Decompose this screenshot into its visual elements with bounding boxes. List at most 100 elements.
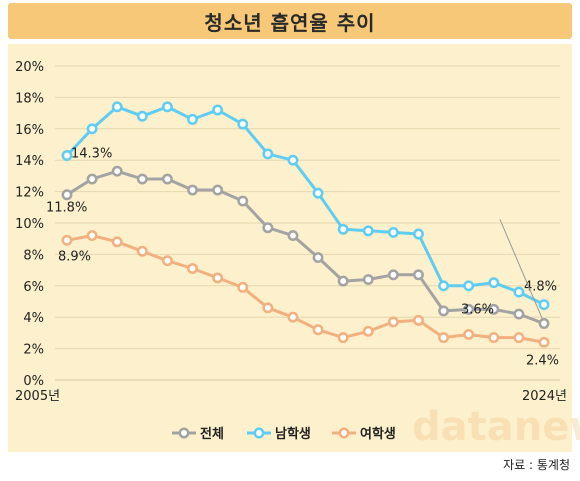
data-point: [513, 286, 525, 298]
data-point: [86, 173, 98, 185]
data-point: [538, 318, 550, 329]
chart-title: 청소년 흡연율 추이: [8, 3, 572, 39]
data-point: [463, 303, 475, 315]
data-point: [312, 187, 324, 199]
data-point: [111, 236, 123, 248]
data-point: [237, 281, 249, 293]
data-point: [212, 104, 224, 116]
y-tick-label: 12%: [15, 186, 44, 201]
data-point: [337, 223, 349, 235]
series-group: [61, 101, 550, 348]
legend-label: 남학생: [275, 426, 311, 442]
legend-marker: [253, 427, 265, 439]
data-point: [86, 123, 98, 135]
data-label: 3.6%: [461, 302, 494, 317]
data-point: [187, 263, 198, 274]
y-axis-ticks: 0% 2% 4% 6% 8% 10% 12% 14% 16% 18% 20%: [15, 60, 44, 389]
legend-item: 남학생: [247, 426, 311, 442]
data-point: [61, 189, 73, 201]
y-tick-label: 4%: [23, 311, 44, 326]
source-note: 자료 : 통계청: [503, 458, 570, 472]
data-point: [538, 336, 550, 348]
label-leader-line: [499, 219, 544, 321]
data-point: [212, 184, 224, 196]
data-label: 4.8%: [524, 280, 557, 295]
legend: 전체 남학생 여학생: [172, 426, 396, 442]
data-point: [438, 280, 450, 292]
data-label: 8.9%: [58, 249, 91, 264]
data-point: [488, 332, 500, 344]
data-point: [262, 302, 274, 314]
data-point: [287, 230, 299, 242]
data-point: [413, 228, 424, 240]
data-point: [187, 184, 198, 196]
data-labels: 14.3% 11.8% 8.9% 3.6% 4.8% 2.4%: [46, 146, 559, 368]
y-tick-label: 14%: [15, 154, 44, 169]
data-point: [212, 272, 224, 284]
y-tick-label: 16%: [15, 123, 44, 138]
data-point: [111, 165, 123, 177]
data-point: [61, 234, 73, 246]
series-line: [65, 105, 545, 306]
data-point: [387, 226, 399, 238]
x-tick-label-last: 2024년: [522, 389, 567, 404]
data-point: [362, 225, 374, 237]
data-point: [538, 299, 550, 311]
y-tick-label: 2%: [23, 343, 44, 358]
y-tick-label: 8%: [23, 248, 44, 263]
data-point: [161, 173, 173, 185]
data-point: [136, 245, 148, 257]
data-point: [362, 325, 374, 337]
legend-item: 여학생: [332, 426, 396, 442]
legend-label: 여학생: [360, 426, 396, 442]
data-point: [362, 274, 374, 285]
data-label: 11.8%: [46, 201, 87, 216]
data-point: [438, 332, 450, 344]
data-point: [187, 113, 198, 125]
chart-panel: [8, 44, 572, 452]
data-point: [136, 173, 148, 185]
data-point: [312, 252, 324, 263]
data-point: [387, 316, 399, 328]
watermark: datanews: [412, 404, 580, 450]
data-point: [488, 277, 500, 289]
data-point: [337, 275, 349, 287]
watermark-text: datanews: [412, 404, 580, 450]
data-point: [463, 329, 475, 340]
data-point: [287, 154, 299, 166]
data-label: 14.3%: [71, 146, 112, 161]
legend-label: 전체: [200, 426, 224, 442]
data-point: [337, 332, 349, 344]
data-point: [86, 230, 98, 242]
data-label: 2.4%: [526, 353, 559, 368]
y-tick-label: 6%: [23, 280, 44, 295]
y-tick-label: 18%: [15, 91, 44, 106]
y-tick-label: 20%: [15, 60, 44, 75]
data-point: [136, 110, 148, 122]
data-point: [463, 280, 475, 292]
data-point: [161, 101, 173, 113]
data-point: [413, 269, 424, 281]
data-point: [413, 314, 424, 326]
y-tick-label: 0%: [23, 374, 44, 389]
data-point: [111, 101, 123, 113]
y-tick-label: 10%: [15, 217, 44, 232]
data-point: [237, 195, 249, 207]
data-point: [287, 311, 299, 323]
data-point: [312, 324, 324, 336]
data-point: [262, 148, 274, 160]
data-point: [262, 222, 274, 234]
legend-marker: [178, 427, 190, 439]
data-point: [513, 308, 525, 320]
legend-marker: [338, 427, 350, 439]
data-point: [161, 255, 173, 267]
data-point: [438, 305, 450, 317]
legend-item: 전체: [172, 426, 224, 442]
data-point: [61, 150, 73, 161]
x-tick-label-first: 2005년: [15, 389, 60, 404]
data-point: [513, 332, 525, 344]
data-point: [237, 118, 249, 130]
data-point: [387, 269, 399, 281]
